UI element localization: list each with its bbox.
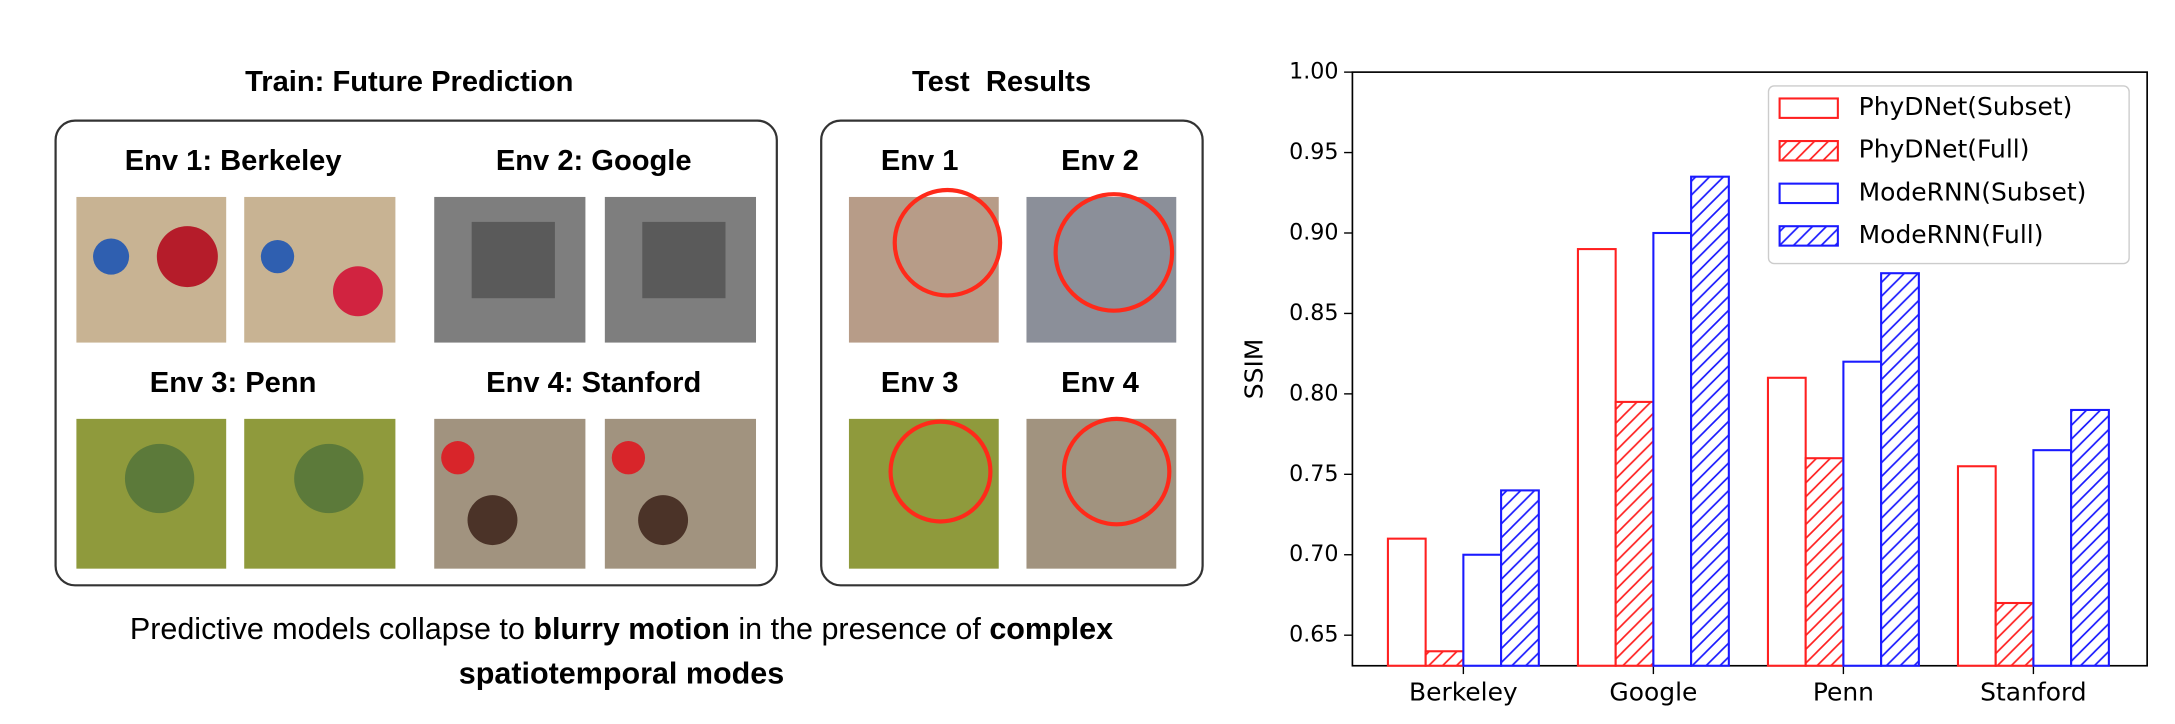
legend-label: PhyDNet(Full) — [1859, 135, 2030, 164]
thumbnail — [1026, 196, 1177, 343]
x-tick-label: Stanford — [1980, 677, 2086, 706]
test-title: Test Results — [912, 66, 1091, 98]
y-tick-label: 0.80 — [1289, 380, 1338, 406]
bar — [1462, 553, 1503, 667]
y-tick-label: 0.90 — [1289, 219, 1338, 245]
thumbnail — [244, 196, 396, 343]
y-axis-label: SSIM — [1239, 339, 1268, 400]
env-label: Env 1 — [881, 145, 959, 177]
legend-label: PhyDNet(Subset) — [1859, 92, 2073, 121]
bar — [1576, 248, 1617, 667]
thumbnail-detail — [124, 443, 195, 514]
bar — [1842, 360, 1883, 667]
train-title: Train: Future Prediction — [245, 66, 573, 98]
highlight-circle — [1053, 192, 1175, 313]
bar — [2070, 408, 2110, 667]
bar — [1386, 537, 1427, 667]
thumbnail-detail — [156, 226, 218, 288]
highlight-circle — [888, 419, 993, 524]
thumbnail-detail — [441, 441, 475, 475]
caption-segment: Predictive models collapse to — [130, 612, 533, 646]
caption: Predictive models collapse to blurry mot… — [130, 612, 1113, 690]
caption-segment: complex — [989, 612, 1113, 646]
x-tick-label: Google — [1609, 677, 1697, 706]
test-box — [820, 119, 1204, 587]
caption-line: spatiotemporal modes — [459, 657, 784, 691]
thumbnail-detail — [467, 495, 518, 546]
thumbnail-detail — [642, 221, 726, 299]
caption-line: Predictive models collapse to blurry mot… — [130, 612, 1113, 646]
highlight-circle — [892, 187, 1003, 298]
bar — [1766, 376, 1807, 667]
legend-swatch — [1778, 182, 1839, 205]
legend-swatch — [1778, 140, 1839, 162]
bar — [1424, 650, 1465, 667]
x-tick-label: Berkeley — [1409, 677, 1518, 706]
legend: PhyDNet(Subset) PhyDNet(Full) ModeRNN(Subs… — [1767, 85, 2130, 265]
caption-segment: in the presence of — [730, 612, 989, 646]
bar — [1614, 400, 1655, 667]
bar-chart: 0.65 0.70 0.75 0.80 0.85 0.90 0.95 1.00 SSIM Berk… — [1239, 59, 2148, 706]
thumbnail-detail — [611, 441, 646, 475]
thumbnail-detail — [260, 239, 295, 274]
env-label: Env 2 — [1061, 145, 1139, 177]
y-tick-label: 0.75 — [1289, 461, 1338, 487]
thumbnail — [848, 418, 999, 569]
thumbnail-detail — [294, 443, 364, 514]
left-panel: Train: Future Prediction Test Results En… — [54, 66, 1204, 691]
env-label: Env 3: Penn — [150, 367, 317, 399]
env-label: Env 4 — [1061, 367, 1139, 399]
train-box — [54, 119, 778, 587]
thumbnail-detail — [638, 495, 689, 546]
bar — [1880, 272, 1920, 667]
bar — [2032, 449, 2073, 667]
legend-label: ModeRNN(Subset) — [1859, 177, 2087, 206]
thumbnail-detail — [93, 238, 130, 275]
env-label: Env 2: Google — [496, 145, 692, 177]
y-tick-label: 1.00 — [1289, 59, 1338, 85]
thumbnail-detail — [471, 221, 555, 299]
bar — [1804, 457, 1845, 667]
caption-segment: blurry motion — [533, 612, 730, 646]
env-label: Env 3 — [881, 367, 959, 399]
bar — [1652, 231, 1693, 667]
thumbnail-detail — [332, 266, 383, 317]
caption-segment: spatiotemporal modes — [459, 657, 784, 691]
bar — [1690, 175, 1730, 667]
thumbnails — [76, 187, 1177, 569]
y-tick-label: 0.95 — [1289, 139, 1338, 165]
x-tick-label: Penn — [1813, 677, 1874, 706]
legend-swatch — [1778, 97, 1839, 119]
legend-swatch — [1778, 225, 1839, 247]
thumbnail — [1026, 418, 1177, 569]
highlight-circle — [1061, 416, 1172, 527]
bar — [1994, 601, 2035, 667]
legend-box — [1767, 85, 2130, 265]
bar — [1956, 465, 1997, 667]
env-label: Env 1: Berkeley — [125, 145, 343, 177]
y-tick-label: 0.65 — [1289, 622, 1338, 648]
bar — [1500, 489, 1540, 667]
plot-frame — [1351, 71, 2148, 667]
thumbnail — [848, 196, 999, 343]
legend-label: ModeRNN(Full) — [1859, 220, 2044, 249]
env-label: Env 4: Stanford — [486, 367, 701, 399]
y-tick-label: 0.70 — [1289, 541, 1338, 567]
y-tick-label: 0.85 — [1289, 300, 1338, 326]
